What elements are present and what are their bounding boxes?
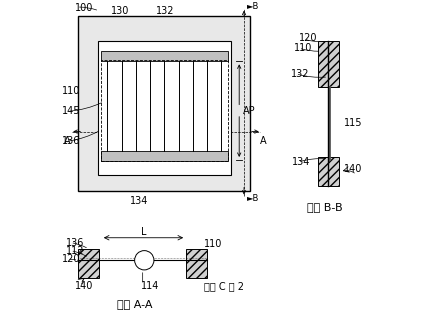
Bar <box>318 157 339 186</box>
Text: AP: AP <box>243 106 256 116</box>
Text: ►B: ►B <box>247 194 259 203</box>
Text: 136: 136 <box>66 238 84 247</box>
Text: 140: 140 <box>75 281 93 291</box>
Text: A: A <box>260 136 267 146</box>
Text: 114: 114 <box>141 281 159 291</box>
Text: 截面 B-B: 截面 B-B <box>307 202 342 212</box>
Bar <box>97 41 231 175</box>
Text: 132: 132 <box>291 69 309 79</box>
Text: L: L <box>141 227 146 237</box>
Bar <box>101 60 228 161</box>
Text: 细节 C 图 2: 细节 C 图 2 <box>204 281 244 291</box>
Text: 136: 136 <box>62 136 81 146</box>
Text: 130: 130 <box>110 6 129 16</box>
Text: 110: 110 <box>204 239 222 249</box>
Bar <box>101 151 228 160</box>
Text: 140: 140 <box>344 164 362 174</box>
Text: 112: 112 <box>66 245 84 256</box>
Text: 110: 110 <box>62 86 81 96</box>
Bar <box>78 249 99 278</box>
Text: 100: 100 <box>75 3 93 13</box>
Text: 134: 134 <box>130 196 148 206</box>
Text: 134: 134 <box>292 157 311 167</box>
Text: 截面 A-A: 截面 A-A <box>117 299 152 309</box>
Text: 145: 145 <box>62 106 81 116</box>
Text: 110: 110 <box>294 43 312 53</box>
Circle shape <box>135 251 154 270</box>
Text: ►B: ►B <box>247 2 259 11</box>
Bar <box>101 51 228 61</box>
Text: 120: 120 <box>62 254 81 264</box>
Text: A: A <box>64 136 70 146</box>
Bar <box>318 41 339 86</box>
Bar <box>78 16 250 191</box>
Text: 132: 132 <box>155 6 174 16</box>
Text: 120: 120 <box>299 33 317 43</box>
Bar <box>186 249 207 278</box>
Text: 115: 115 <box>344 118 362 128</box>
